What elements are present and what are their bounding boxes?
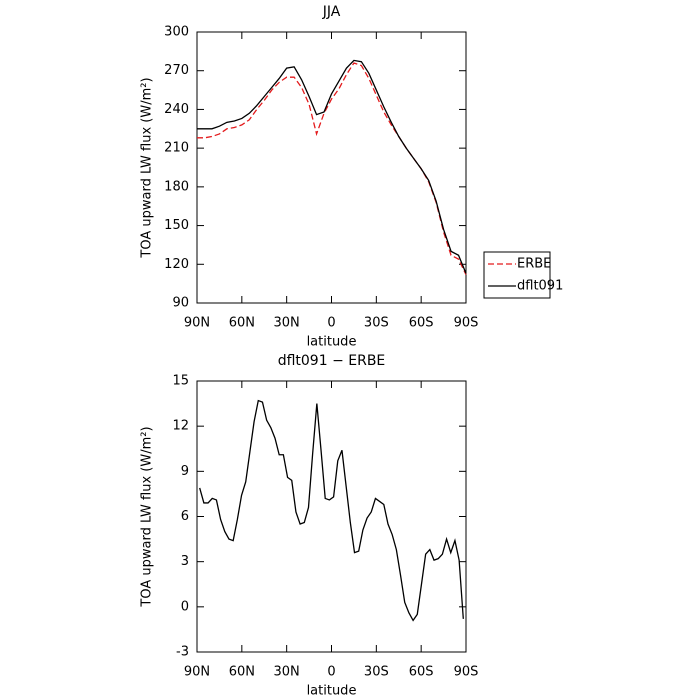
y-tick-label: 210	[164, 141, 189, 156]
y-tick-label: 15	[172, 374, 189, 389]
x-tick-label: 30N	[274, 665, 300, 680]
x-tick-label: 60N	[229, 316, 255, 331]
y-tick-label: 90	[172, 296, 189, 311]
x-tick-label: 90N	[184, 665, 210, 680]
y-axis-label: TOA upward LW flux (W/m²)	[140, 77, 155, 258]
x-tick-label: 30S	[364, 316, 389, 331]
y-tick-label: 270	[164, 63, 189, 78]
y-tick-label: -3	[176, 645, 189, 660]
y-tick-label: 0	[181, 599, 189, 614]
legend-box	[483, 251, 551, 299]
y-axis-label: TOA upward LW flux (W/m²)	[140, 426, 155, 607]
x-tick-label: 90S	[454, 665, 479, 680]
x-tick-label: 0	[327, 316, 335, 331]
x-tick-label: 90N	[184, 316, 210, 331]
x-tick-label: 30N	[274, 316, 300, 331]
y-tick-label: 180	[164, 179, 189, 194]
panel: JJA latitude TOA upward LW flux (W/m²) 90 12…	[140, 4, 564, 350]
legend-label: dflt091	[517, 279, 563, 294]
x-tick-label: 60S	[409, 665, 434, 680]
x-tick-label: 60N	[229, 665, 255, 680]
y-tick-label: 300	[164, 25, 189, 40]
legend-label: ERBE	[517, 257, 551, 272]
plot-frame	[196, 31, 467, 304]
y-tick-label: 120	[164, 257, 189, 272]
y-tick-label: 12	[172, 419, 189, 434]
y-tick-label: 240	[164, 102, 189, 117]
y-tick-label: 3	[181, 554, 189, 569]
x-tick-label: 0	[327, 665, 335, 680]
chart-title: JJA	[322, 4, 341, 20]
x-tick-label: 60S	[409, 316, 434, 331]
y-tick-label: 9	[181, 464, 189, 479]
plot-frame	[196, 380, 467, 653]
series-line	[199, 399, 464, 622]
chart-title: dflt091 − ERBE	[278, 353, 386, 369]
y-tick-label: 150	[164, 218, 189, 233]
panel: dflt091 − ERBE latitude TOA upward LW flux…	[140, 353, 479, 699]
x-tick-label: 30S	[364, 665, 389, 680]
y-tick-label: 6	[181, 509, 189, 524]
x-axis-label: latitude	[307, 335, 357, 350]
x-tick-label: 90S	[454, 316, 479, 331]
series-line	[197, 59, 467, 274]
x-axis-label: latitude	[307, 684, 357, 699]
